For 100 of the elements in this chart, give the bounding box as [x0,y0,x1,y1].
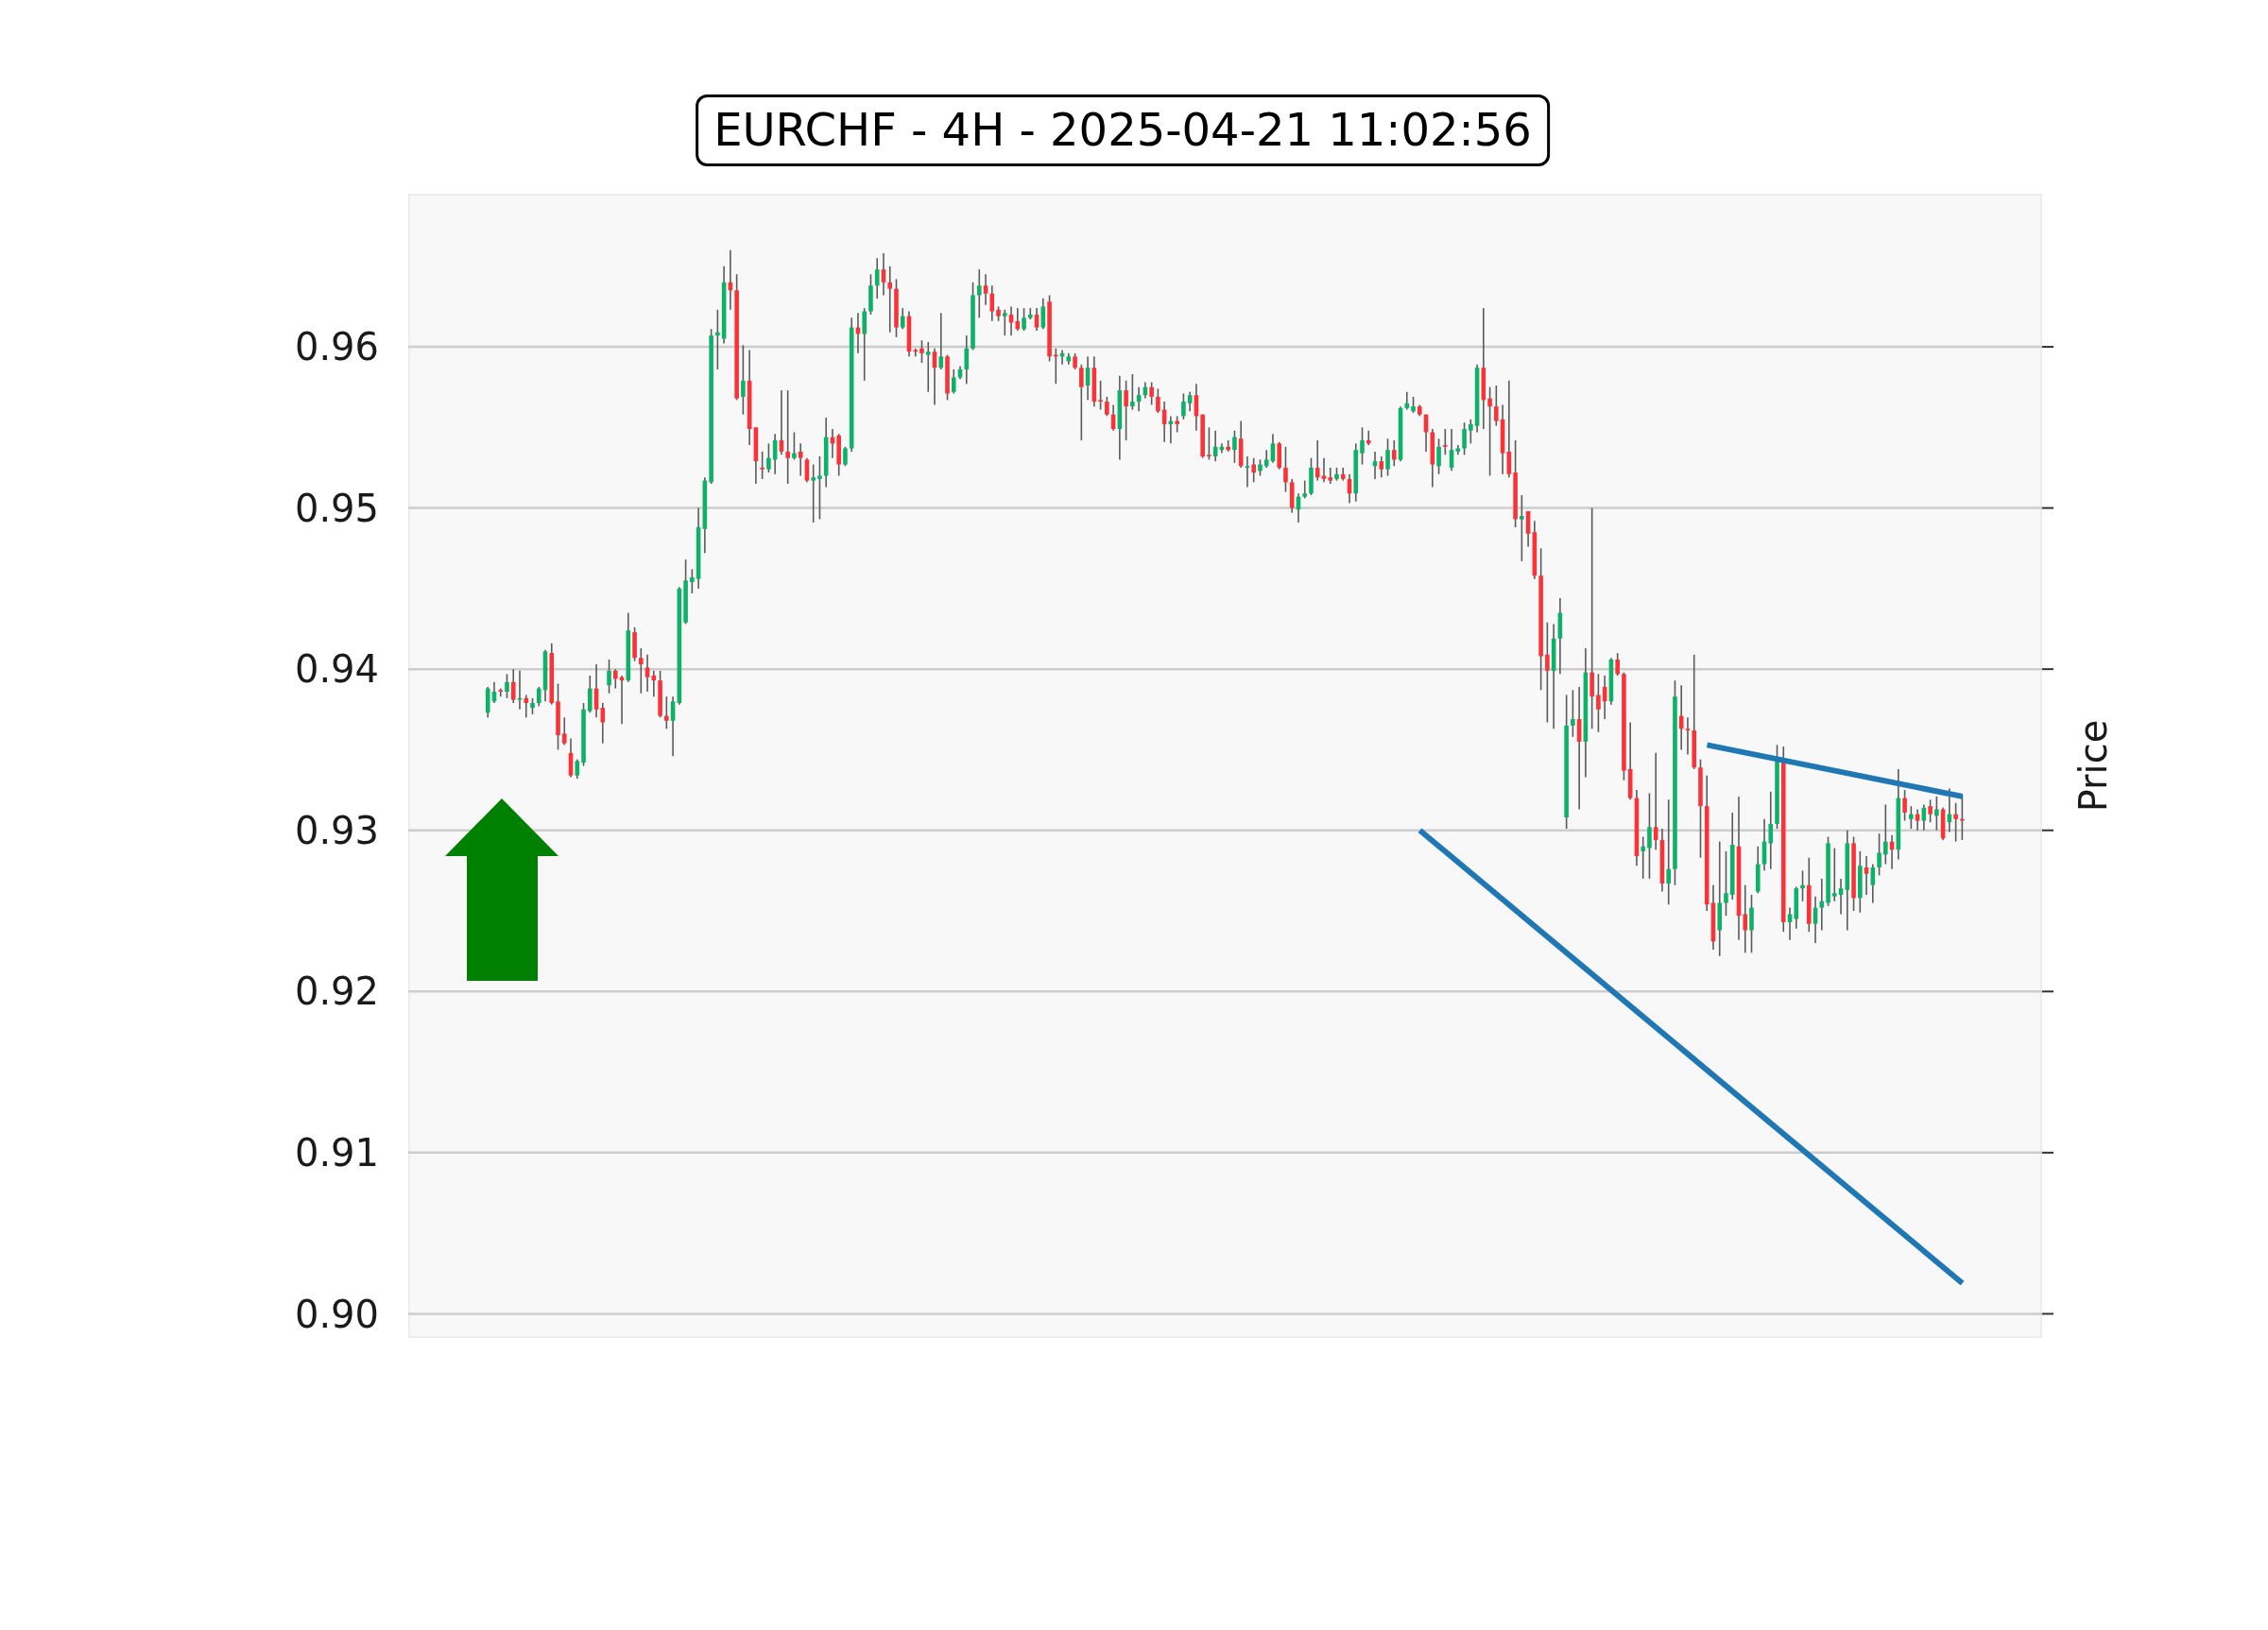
candlestick [664,695,669,730]
candlestick [1462,421,1467,456]
candlestick [1168,415,1174,445]
candlestick [536,686,541,708]
candlestick [1928,798,1933,823]
candlestick [1666,798,1671,905]
candlestick [1934,796,1939,832]
candlestick [938,312,944,370]
candlestick [1469,418,1473,445]
candlestick [1571,689,1575,738]
candlestick [1314,439,1320,482]
candlestick [1685,716,1691,756]
candlestick [1391,439,1397,468]
candlestick [1883,803,1888,866]
candlestick [1360,426,1365,466]
candlestick [1487,386,1492,477]
candlestick [1724,850,1728,917]
candlestick [925,341,931,393]
candlestick [1245,455,1250,489]
candlestick [792,431,797,461]
candlestick [524,694,529,719]
candlestick [715,309,720,370]
candlestick [575,758,580,780]
candlestick [843,445,848,468]
candlestick [1404,390,1410,411]
candlestick [1156,387,1160,414]
y-tick-label: 0.92 [294,969,379,1014]
candlestick [766,442,771,473]
candlestick [1302,479,1308,500]
candlestick [561,716,567,746]
candlestick [741,344,746,416]
candlestick [874,257,880,300]
candlestick [1022,307,1026,332]
candlestick [887,265,893,334]
candlestick [1678,684,1684,751]
candlestick [1909,805,1914,830]
candlestick [1877,832,1881,877]
candlestick [690,568,695,594]
candlestick [1385,438,1390,477]
y-tick-label: 0.94 [294,647,379,692]
y-tick-label: 0.91 [294,1131,379,1175]
candlestick [639,647,644,695]
candlestick [613,668,618,690]
candlestick [1787,906,1793,941]
candlestick [1040,298,1046,331]
candlestick [951,369,956,395]
candlestick [1864,855,1869,896]
candlestick [510,668,516,704]
candlestick [900,307,905,331]
candlestick [505,673,509,699]
candlestick [1520,494,1524,562]
candlestick [964,335,970,386]
candlestick [989,284,995,322]
candlestick [1749,894,1754,954]
candlestick [785,389,790,485]
y-axis-title: Price [2071,719,2116,813]
candlestick [798,442,803,477]
candlestick [1181,392,1186,420]
candlestick [811,463,816,523]
candlestick [587,675,593,714]
candlestick [1098,380,1103,411]
candlestick [1366,429,1371,446]
candlestick [1832,847,1837,902]
candlestick [1136,386,1142,413]
y-tick-label: 0.90 [294,1292,379,1336]
candlestick [1596,673,1601,733]
candlestick [1443,428,1448,456]
candlestick [517,670,523,711]
candlestick [1149,381,1154,406]
chart-title: EURCHF - 4H - 2025-04-21 11:02:56 [696,94,1550,166]
candlestick [919,339,924,364]
candlestick [976,268,982,319]
candlestick [1494,385,1499,427]
candlestick [1743,884,1748,954]
candlestick [1800,869,1805,902]
candlestick [1819,878,1825,932]
candlestick [1379,455,1384,478]
candlestick [1545,621,1550,724]
candlestick [1436,438,1441,475]
candlestick [1124,380,1128,441]
candlestick [1647,792,1652,880]
candlestick [1251,456,1256,484]
candlestick [1589,506,1594,730]
candlestick [1079,364,1084,441]
candlestick [1015,307,1021,332]
candlestick [1838,878,1844,916]
candlestick [1283,445,1288,493]
y-tick-label: 0.95 [294,486,379,530]
candlestick [1232,429,1237,464]
candlestick [600,702,606,745]
candlestick [1328,467,1333,485]
candlestick [1321,456,1327,484]
y-tick-label: 0.96 [294,325,379,369]
candlestick [760,451,765,480]
y-tick-label: 0.93 [294,808,379,852]
candlestick [1768,790,1774,870]
candlestick [1002,309,1007,336]
candlestick [1953,801,1958,843]
candlestick [1187,390,1193,413]
candlestick [1263,449,1269,469]
